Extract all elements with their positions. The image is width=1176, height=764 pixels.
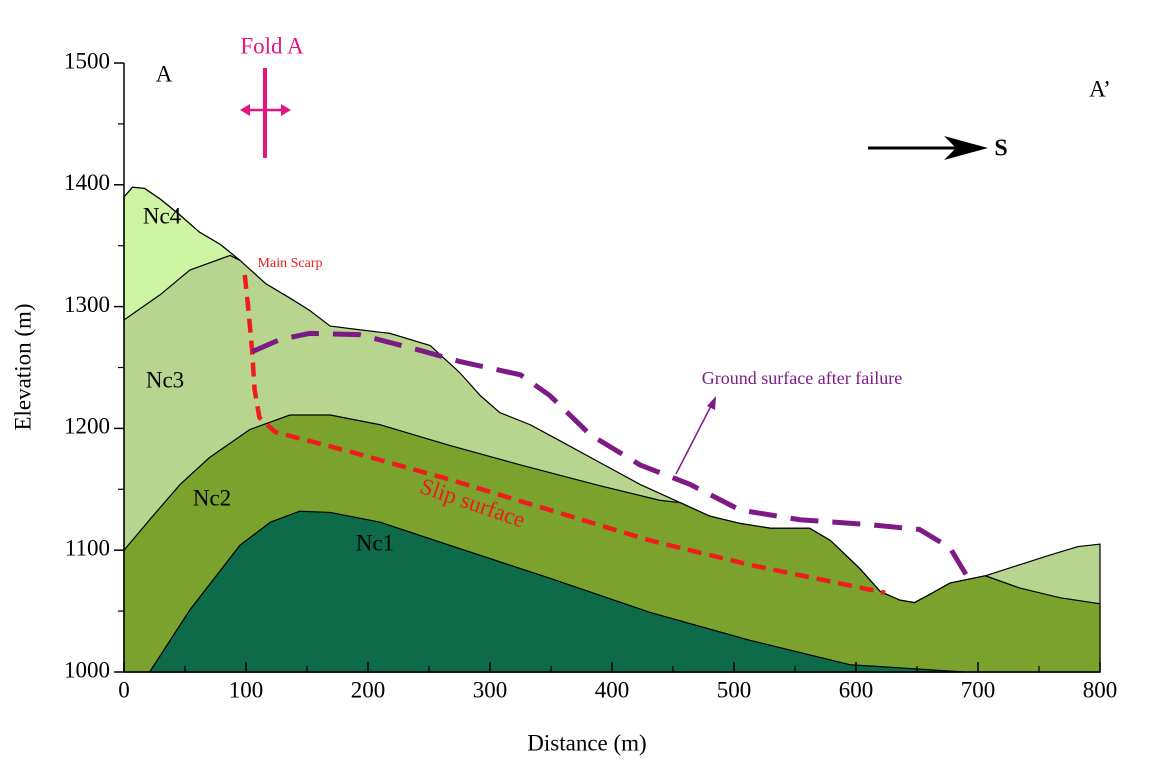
y-axis-label: Elevation (m) <box>10 303 35 430</box>
x-tick-label: 0 <box>118 677 130 702</box>
y-tick-label: 1000 <box>64 657 110 682</box>
chart: Nc3 Nc2 Nc1 Nc4 0 100 200 300 400 500 600 700 800 100… <box>0 0 1176 764</box>
unit-label: Nc4 <box>143 203 182 228</box>
pointer-arrowhead <box>707 396 716 410</box>
x-tick-label: 600 <box>839 677 874 702</box>
y-tick-label: 1300 <box>64 292 110 317</box>
section-start: A <box>156 61 173 86</box>
unit-label: Nc3 <box>146 367 184 392</box>
x-tick-label: 300 <box>473 677 508 702</box>
failure-label: Ground surface after failure <box>702 368 902 388</box>
pointer-arrow <box>676 404 712 474</box>
y-tick-label: 1500 <box>64 48 110 73</box>
direction-label: S <box>994 136 1007 162</box>
x-tick-label: 700 <box>961 677 996 702</box>
unit-label: Nc1 <box>356 530 394 555</box>
scarp-label: Main Scarp <box>258 256 323 271</box>
x-tick-label: 400 <box>595 677 630 702</box>
x-tick-label: 800 <box>1083 677 1118 702</box>
section-end: A’ <box>1089 76 1111 101</box>
x-tick-label: 500 <box>717 677 752 702</box>
y-tick-label: 1100 <box>65 535 110 560</box>
x-tick-label: 200 <box>351 677 386 702</box>
fold-arrowhead <box>281 104 291 116</box>
fold-arrowhead <box>240 104 250 116</box>
unit-label: Nc2 <box>193 485 231 510</box>
y-tick-label: 1200 <box>64 414 110 439</box>
y-tick-label: 1400 <box>64 170 110 195</box>
x-axis-label: Distance (m) <box>527 730 646 755</box>
fold-label: Fold A <box>240 33 304 58</box>
x-tick-label: 100 <box>229 677 264 702</box>
